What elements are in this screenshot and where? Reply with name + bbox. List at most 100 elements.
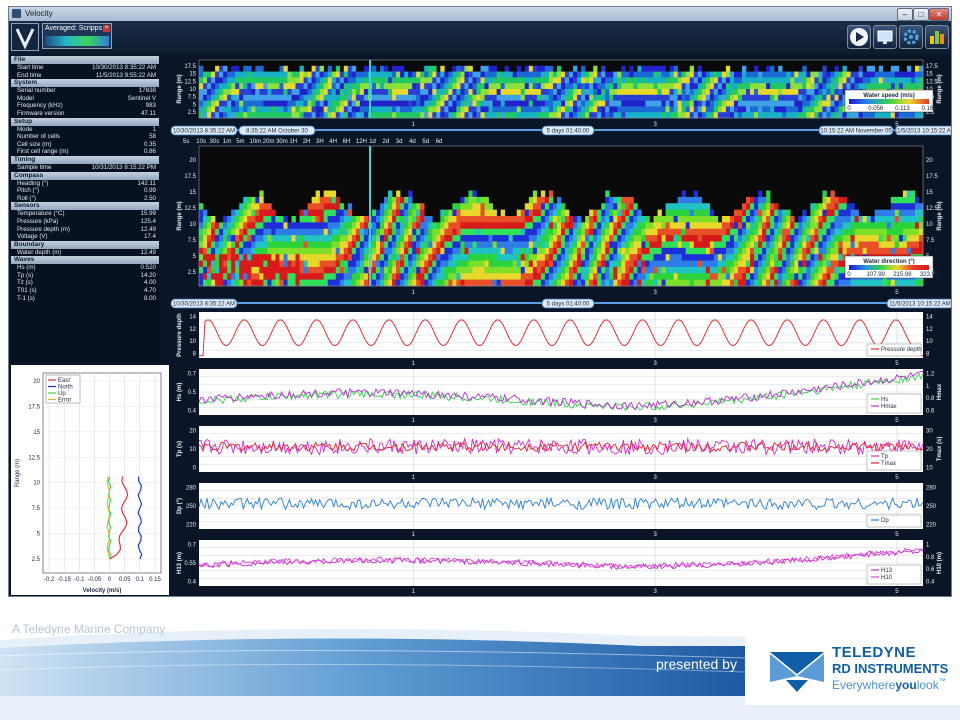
- end-time-pill[interactable]: 11/5/2013 10:15:22 AM: [886, 298, 951, 309]
- end-time-pill[interactable]: 11/5/2013 10:15:22 AM: [894, 125, 951, 136]
- property-label: Tz (s): [17, 279, 33, 287]
- heatmap-cell: [384, 247, 389, 255]
- heatmap-cell: [729, 94, 735, 101]
- current-end-pill[interactable]: 10:15:22 AM November 05: [818, 125, 894, 136]
- time-pill[interactable]: [894, 125, 951, 136]
- section-header-compass[interactable]: Compass: [11, 171, 159, 180]
- heatmap-cell: [790, 273, 795, 280]
- velocity-logo-button[interactable]: [11, 23, 39, 51]
- heatmap-cell: [207, 100, 212, 107]
- heatmap-cell: [914, 65, 920, 72]
- heatmap-cell: [516, 279, 522, 287]
- charts-button[interactable]: [925, 25, 949, 49]
- close-button[interactable]: ✕: [929, 8, 949, 21]
- time-pill[interactable]: [541, 125, 595, 136]
- heatmap-cell: [275, 94, 280, 101]
- start-time-pill[interactable]: 10/30/2013 8:35:22 AM: [170, 298, 238, 309]
- heatmap-cell: [629, 222, 634, 230]
- heatmap-cell: [585, 247, 590, 255]
- heatmap-cell: [375, 209, 381, 217]
- heatmap-cell: [834, 241, 839, 249]
- time-pill[interactable]: [170, 125, 238, 136]
- section-header-system[interactable]: System: [11, 79, 159, 88]
- duration-pill[interactable]: 5 days 01:40:00: [541, 125, 595, 136]
- heatmap-cell: [782, 77, 787, 84]
- heatmap-cell: [810, 112, 815, 119]
- heatmap-cell: [842, 209, 847, 217]
- time-pill[interactable]: [238, 125, 316, 136]
- heatmap-cell: [295, 254, 300, 261]
- heatmap-cell: [645, 71, 650, 78]
- heatmap-cell: [504, 216, 510, 223]
- heatmap-cell: [770, 106, 775, 113]
- heatmap-cell: [436, 273, 441, 280]
- heatmap-cell: [629, 273, 634, 280]
- time-pill[interactable]: [886, 298, 951, 309]
- heatmap-cell: [259, 65, 264, 72]
- heatmap-cell: [380, 71, 385, 78]
- section-header-setup[interactable]: Setup: [11, 117, 159, 126]
- current-start-pill[interactable]: 8:35:22 AM October 30: [238, 125, 316, 136]
- heatmap-cell: [239, 83, 244, 90]
- heatmap-cell: [215, 279, 220, 287]
- section-header-waves[interactable]: Waves: [11, 256, 159, 265]
- duration-pill[interactable]: 5 days 01:40:00: [541, 298, 595, 309]
- heatmap-cell: [363, 266, 369, 274]
- heatmap-cell: [384, 209, 389, 217]
- settings-button[interactable]: [899, 25, 923, 49]
- time-pill[interactable]: [170, 298, 238, 309]
- heatmap-cell: [440, 235, 445, 242]
- heatmap-cell: [400, 273, 405, 280]
- heatmap-cell: [536, 216, 542, 223]
- heatmap-cell: [448, 266, 453, 274]
- legend-label: Up: [58, 391, 66, 397]
- heatmap-cell: [279, 222, 284, 230]
- heatmap-cell: [613, 279, 618, 287]
- heatmap-cell: [215, 228, 220, 236]
- section-header-timing[interactable]: Timing: [11, 155, 159, 164]
- heatmap-cell: [548, 216, 554, 223]
- heatmap-cell: [794, 222, 799, 230]
- heatmap-cell: [544, 196, 550, 204]
- heatmap-cell: [677, 247, 682, 255]
- heatmap-cell: [689, 209, 695, 217]
- heatmap-cell: [219, 228, 224, 236]
- time-pill[interactable]: [818, 125, 894, 136]
- heatmap-cell: [448, 106, 453, 113]
- heatmap-cell: [371, 89, 377, 96]
- heatmap-cell: [520, 247, 526, 255]
- heatmap-cell: [436, 89, 441, 96]
- heatmap-cell: [331, 235, 337, 242]
- section-header-boundary[interactable]: Boundary: [11, 240, 159, 249]
- heatmap-cell: [456, 247, 461, 255]
- maximize-button[interactable]: □: [913, 8, 929, 21]
- export-button[interactable]: [873, 25, 897, 49]
- heatmap-cell: [798, 273, 803, 280]
- heatmap-cell: [609, 203, 614, 210]
- plot-frame: [198, 59, 924, 119]
- heatmap-cell: [886, 241, 892, 249]
- heatmap-cell: [532, 100, 538, 107]
- tab-averaged[interactable]: Averaged: Scripps ×: [42, 23, 112, 49]
- heatmap-cell: [822, 83, 827, 90]
- heatmap-cell: [347, 209, 353, 217]
- heatmap-cell: [826, 260, 831, 268]
- tab-close-icon[interactable]: ×: [103, 25, 110, 32]
- section-header-sensors[interactable]: Sensors: [11, 202, 159, 211]
- minimize-button[interactable]: –: [897, 8, 913, 21]
- heatmap-cell: [512, 100, 518, 107]
- series-line: [199, 319, 923, 357]
- heatmap-cell: [203, 228, 208, 236]
- heatmap-cell: [585, 228, 590, 236]
- heatmap-cell: [806, 77, 811, 84]
- start-time-pill[interactable]: 10/30/2013 8:35:22 AM: [170, 125, 238, 136]
- heatmap-cell: [375, 106, 381, 113]
- x-tick-label: 1: [412, 122, 416, 128]
- heatmap-cell: [729, 77, 735, 84]
- time-pill[interactable]: [541, 298, 595, 309]
- heatmap-cell: [400, 89, 405, 96]
- heatmap-cell: [243, 260, 248, 268]
- play-button[interactable]: [847, 25, 871, 49]
- section-header-file[interactable]: File: [11, 56, 159, 64]
- heatmap-cell: [721, 247, 727, 255]
